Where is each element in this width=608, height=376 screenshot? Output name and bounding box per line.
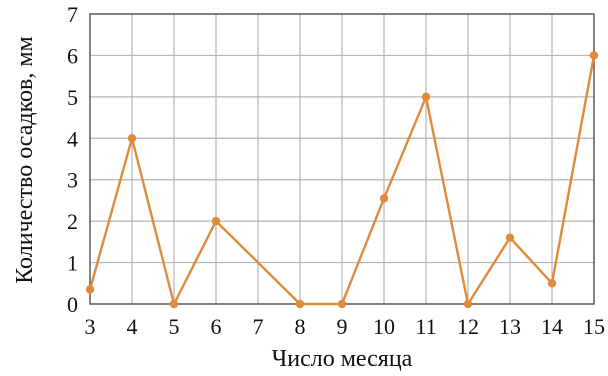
data-point [169,299,179,309]
data-point [337,299,347,309]
data-point [505,233,515,242]
y-axis-label: Количество осадков, мм [12,36,38,284]
y-tick-label: 3 [67,168,78,193]
y-axis-ticks: 0 1 2 3 4 5 6 7 [67,2,78,317]
x-tick-label: 12 [457,314,479,339]
x-tick-label: 13 [499,314,521,339]
x-tick-label: 3 [85,314,96,339]
x-axis-label: Число месяца [272,346,413,372]
y-tick-label: 4 [67,126,78,151]
x-tick-label: 8 [295,314,306,339]
y-tick-label: 6 [67,43,78,68]
x-tick-label: 9 [337,314,348,339]
x-tick-label: 11 [415,314,436,339]
x-tick-label: 15 [583,314,605,339]
data-point [547,279,557,288]
series-line [88,55,596,306]
y-tick-label: 1 [67,251,78,276]
x-tick-label: 7 [253,314,264,339]
data-point [379,194,389,203]
data-point [127,134,137,143]
data-point [589,51,599,60]
grid [89,13,595,305]
x-tick-label: 5 [169,314,180,339]
data-point [463,299,473,309]
data-points [85,51,599,309]
y-tick-label: 5 [67,85,78,110]
y-tick-label: 7 [67,2,78,27]
x-tick-label: 14 [541,314,563,339]
data-point [85,285,95,294]
y-tick-label: 0 [67,292,78,317]
y-tick-label: 2 [67,209,78,234]
x-axis-ticks: 3 4 5 6 7 8 9 10 11 12 13 14 15 [85,314,606,339]
x-tick-label: 4 [127,314,138,339]
x-tick-label: 6 [211,314,222,339]
data-point [295,299,305,309]
data-point [421,92,431,102]
x-tick-label: 10 [373,314,395,339]
data-point [211,216,221,226]
